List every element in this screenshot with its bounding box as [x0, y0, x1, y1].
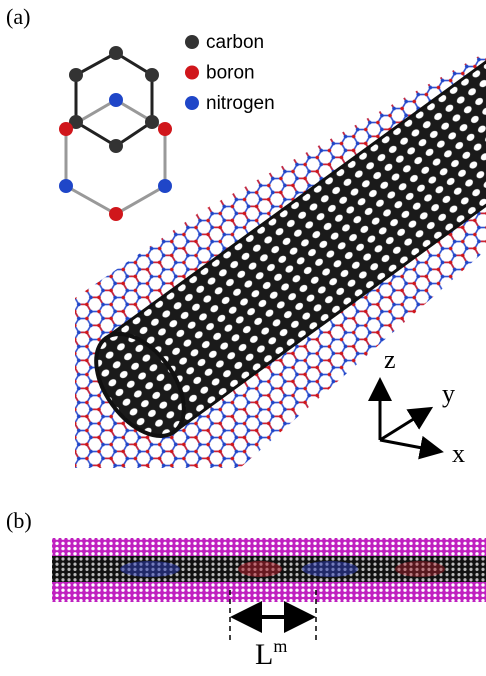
- length-label: Lm: [255, 636, 287, 671]
- panel-label: (a): [6, 4, 30, 29]
- legend: carbon boron nitrogen: [185, 32, 275, 114]
- figure: (a) carbon boron nitrogen z y x (b) Lm: [0, 0, 486, 671]
- legend-label: boron: [206, 63, 255, 84]
- axis-label: x: [452, 439, 465, 468]
- length-superscript: m: [273, 636, 287, 656]
- panel-label: (b): [6, 508, 32, 533]
- legend-swatch: [185, 96, 199, 110]
- strip: [52, 538, 486, 602]
- legend-label: nitrogen: [206, 93, 275, 114]
- unit-cell: [59, 46, 172, 221]
- axis-label: z: [384, 345, 396, 374]
- page: {"panel_a": {"label": "(a)", "legend": […: [0, 0, 486, 671]
- axes-triad: [380, 383, 438, 451]
- legend-swatch: [185, 35, 199, 49]
- axis-label: y: [442, 379, 455, 408]
- legend-swatch: [185, 66, 199, 80]
- legend-label: carbon: [206, 32, 264, 53]
- length-base: L: [255, 638, 273, 671]
